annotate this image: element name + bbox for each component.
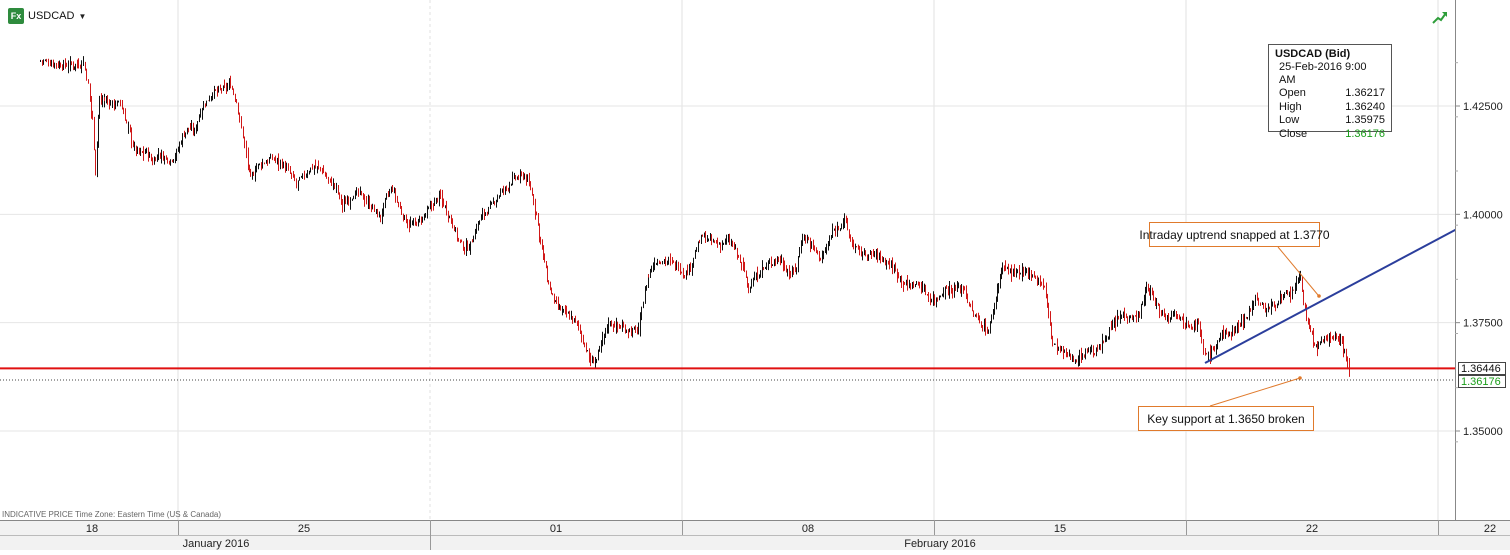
- month-label: January 2016: [183, 538, 250, 550]
- ohlc-low: Low 1.35975: [1279, 114, 1385, 126]
- y-tick-label: 1.42500: [1463, 101, 1503, 113]
- caret-down-icon: ▼: [78, 11, 87, 21]
- y-tick-label: 1.35000: [1463, 426, 1503, 438]
- annotation-connector: [1209, 377, 1301, 407]
- annotation-point: [1298, 376, 1302, 380]
- price-bars: [40, 56, 1350, 377]
- x-tick-label: 08: [802, 523, 814, 535]
- grid-layer: [0, 0, 1455, 520]
- y-tick-label: 1.40000: [1463, 209, 1503, 221]
- annotation-connector: [1277, 246, 1319, 296]
- ohlc-open: Open 1.36217: [1279, 87, 1385, 99]
- annotation-uptrend: Intraday uptrend snapped at 1.3770: [1139, 222, 1330, 247]
- ohlc-title: USDCAD (Bid): [1275, 48, 1351, 60]
- x-tick-label: 22: [1306, 523, 1318, 535]
- last-price-tag: 1.36176: [1458, 375, 1506, 388]
- x-tick-label: 01: [550, 523, 562, 535]
- month-label: February 2016: [904, 538, 976, 550]
- fx-icon: Fx: [8, 8, 24, 24]
- x-tick-label: 25: [298, 523, 310, 535]
- footnote: INDICATIVE PRICE Time Zone: Eastern Time…: [2, 510, 222, 519]
- x-tick-label: 22: [1484, 523, 1496, 535]
- uptrend-line: [1204, 228, 1457, 364]
- symbol-name: USDCAD: [28, 10, 75, 22]
- ohlc-timestamp: 25-Feb-2016 9:00 AM: [1279, 61, 1367, 86]
- support-price-tag: 1.36446: [1458, 362, 1506, 375]
- ohlc-close: Close 1.36176: [1279, 127, 1385, 140]
- ohlc-readout: USDCAD (Bid) 25-Feb-2016 9:00 AM Open 1.3…: [1268, 44, 1392, 140]
- y-axis-panel: [1455, 0, 1510, 520]
- x-tick-label: 18: [86, 523, 98, 535]
- y-tick-label: 1.37500: [1463, 318, 1503, 330]
- ohlc-high: High 1.36240: [1279, 100, 1385, 113]
- x-tick-label: 15: [1054, 523, 1066, 535]
- symbol-selector[interactable]: Fx USDCAD ▼: [8, 8, 86, 24]
- overlay-lines: [0, 228, 1457, 407]
- annotation-point: [1317, 294, 1321, 298]
- annotation-support: Key support at 1.3650 broken: [1138, 406, 1314, 431]
- trend-arrow-icon[interactable]: [1432, 10, 1448, 24]
